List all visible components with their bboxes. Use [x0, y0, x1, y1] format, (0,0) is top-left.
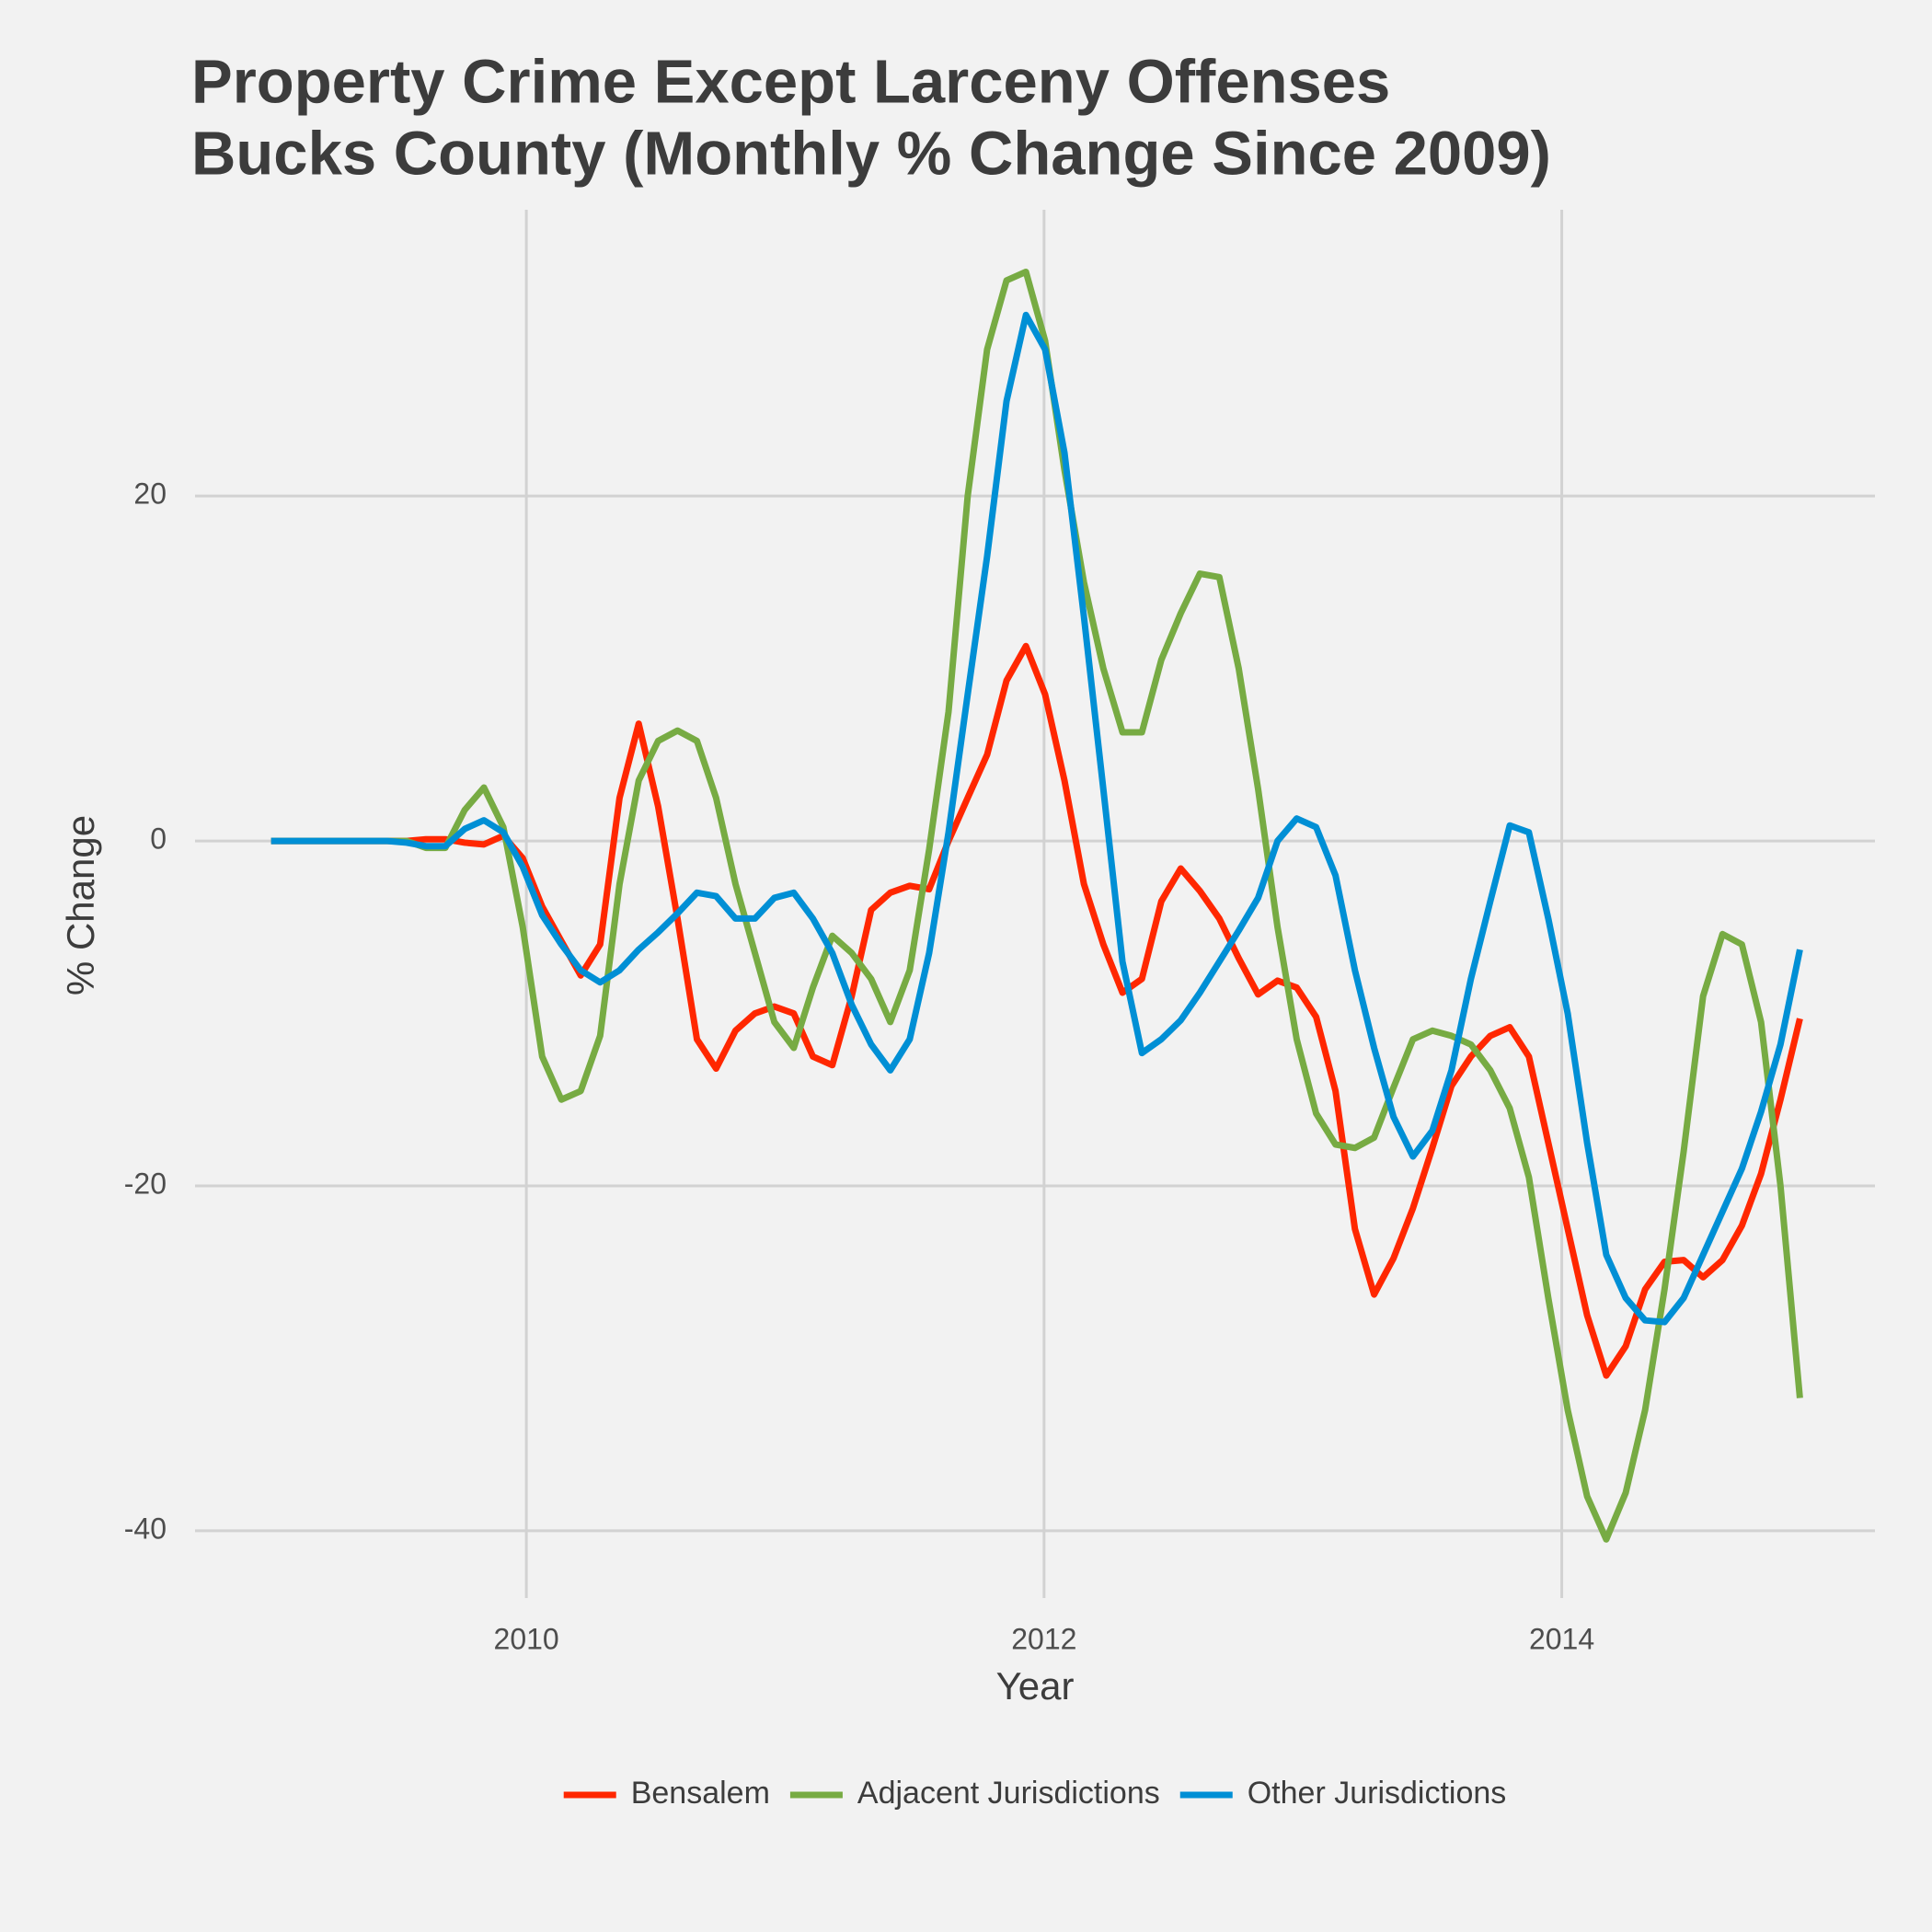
x-tick-label: 2010 [494, 1622, 559, 1655]
chart-title: Bucks County (Monthly % Change Since 200… [191, 120, 1551, 189]
y-axis-title: % Change [59, 815, 102, 995]
data-line [270, 268, 1803, 1543]
legend-label: Bensalem [631, 1776, 770, 1811]
legend: Bensalem Adjacent Jurisdictions Other Juri… [563, 1776, 1507, 1811]
legend-label: Other Jurisdictions [1248, 1776, 1507, 1811]
data-line [270, 311, 1803, 1326]
x-tick-label: 2014 [1529, 1622, 1594, 1655]
y-tick-label: -40 [124, 1512, 167, 1545]
chart-title: Property Crime Except Larceny Offenses [191, 48, 1390, 117]
grid [195, 210, 1875, 1598]
x-axis-title: Year [996, 1664, 1075, 1708]
x-tick-label: 2012 [1011, 1622, 1076, 1655]
y-tick-label: 20 [133, 477, 167, 511]
legend-label: Adjacent Jurisdictions [857, 1776, 1160, 1811]
y-tick-label: 0 [150, 822, 167, 856]
data-line [270, 642, 1803, 1379]
y-tick-label: -20 [124, 1167, 167, 1200]
